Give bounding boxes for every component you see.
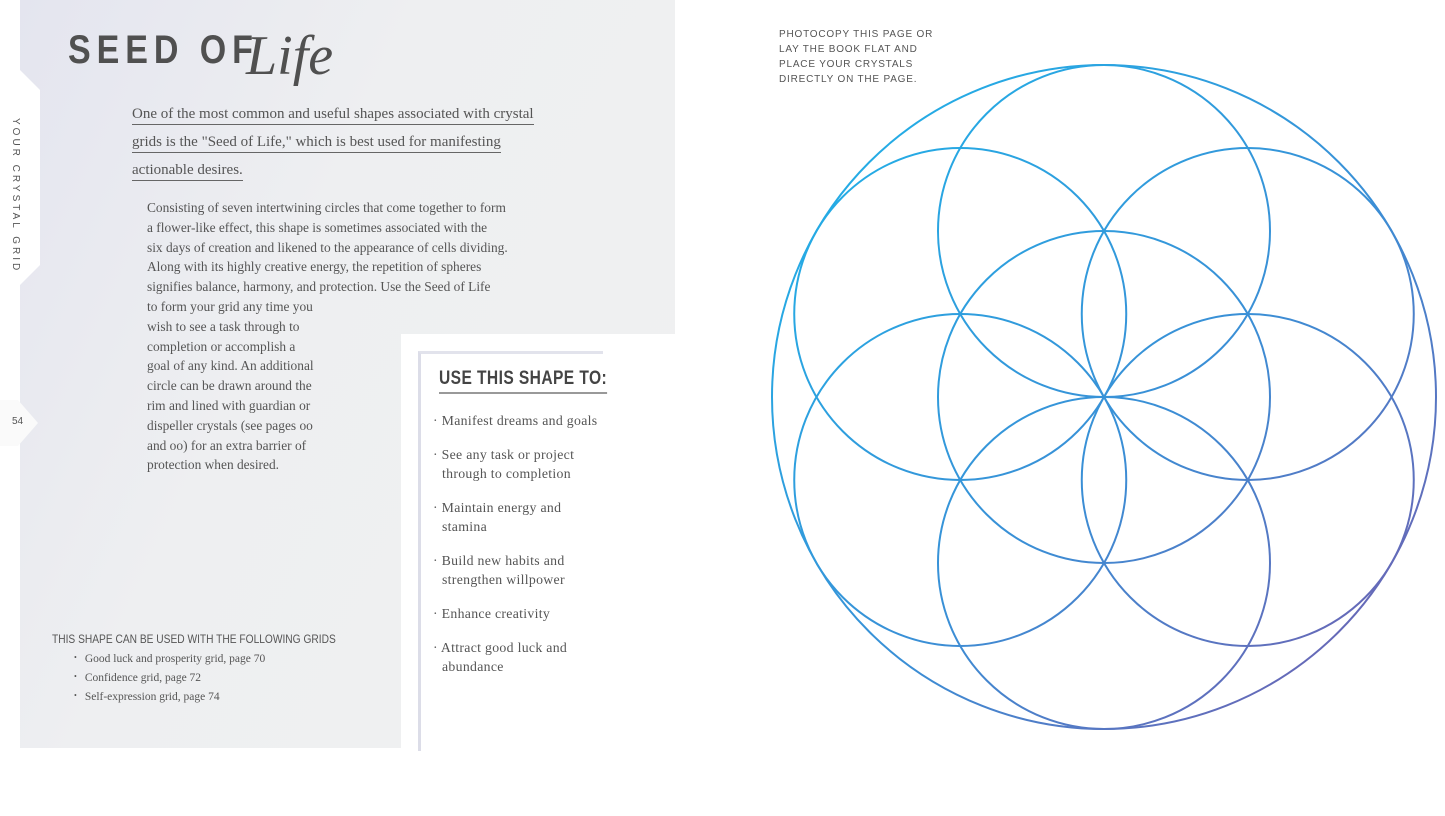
body-line: to form your grid any time you [147,298,313,314]
page-number: 54 [12,416,24,427]
note-line: PLACE YOUR CRYSTALS [779,59,914,70]
use-this-shape-box: USE THIS SHAPE TO: · Manifest dreams and… [418,351,608,751]
body-line: six days of creation and likened to the … [147,239,508,255]
petal-circle [793,313,1128,647]
body-line: dispeller crystals (see pages oo [147,417,313,433]
note-line: DIRECTLY ON THE PAGE. [779,74,918,85]
body-line: completion or accomplish a [147,338,296,354]
related-grids: THIS SHAPE CAN BE USED WITH THE FOLLOWIN… [52,632,386,707]
use-list-item: · Enhance creativity [433,606,551,621]
use-list-item: · See any task or project through to com… [433,447,575,481]
related-grids-list: Good luck and prosperity grid, page 70 C… [52,650,386,707]
related-grid-item: Self-expression grid, page 74 [74,688,386,707]
use-list: · Manifest dreams and goals · See any ta… [433,411,608,691]
note-line: PHOTOCOPY THIS PAGE OR [779,29,934,40]
box-heading: USE THIS SHAPE TO: [439,368,608,394]
body-line: rim and lined with guardian or [147,397,311,413]
related-grid-item: Good luck and prosperity grid, page 70 [74,650,386,669]
related-grids-heading: THIS SHAPE CAN BE USED WITH THE FOLLOWIN… [52,632,336,646]
use-list-item: · Maintain energy and stamina [433,500,562,534]
body-line: Along with its highly creative energy, t… [147,259,482,275]
use-list-item: · Build new habits and strengthen willpo… [433,553,565,587]
petal-circle [793,147,1128,481]
body-line: signifies balance, harmony, and protecti… [147,279,491,295]
photocopy-note: PHOTOCOPY THIS PAGE OR LAY THE BOOK FLAT… [779,27,933,87]
related-grid-item: Confidence grid, page 72 [74,669,386,688]
body-paragraph: Consisting of seven intertwining circles… [147,198,508,475]
note-line: LAY THE BOOK FLAT AND [779,44,918,55]
body-line: goal of any kind. An additional [147,358,314,374]
body-line: wish to see a task through to [147,318,300,334]
title-italic: Life [246,25,334,87]
body-line: a flower-like effect, this shape is some… [147,219,488,235]
body-line: protection when desired. [147,457,280,473]
title-caps: SEED OF [68,28,259,72]
body-line: Consisting of seven intertwining circles… [147,200,506,215]
body-line: and oo) for an extra barrier of [147,437,307,453]
page-title: SEED OF Life [68,25,333,87]
chapter-tab-label: YOUR CRYSTAL GRID [10,118,21,274]
chapter-tab [0,70,40,285]
use-list-item: · Manifest dreams and goals [433,413,598,428]
lead-text: One of the most common and useful shapes… [132,106,534,181]
box-background [401,334,681,754]
lead-paragraph: One of the most common and useful shapes… [132,100,552,184]
body-line: circle can be drawn around the [147,378,312,394]
use-list-item: · Attract good luck and abundance [433,640,568,674]
